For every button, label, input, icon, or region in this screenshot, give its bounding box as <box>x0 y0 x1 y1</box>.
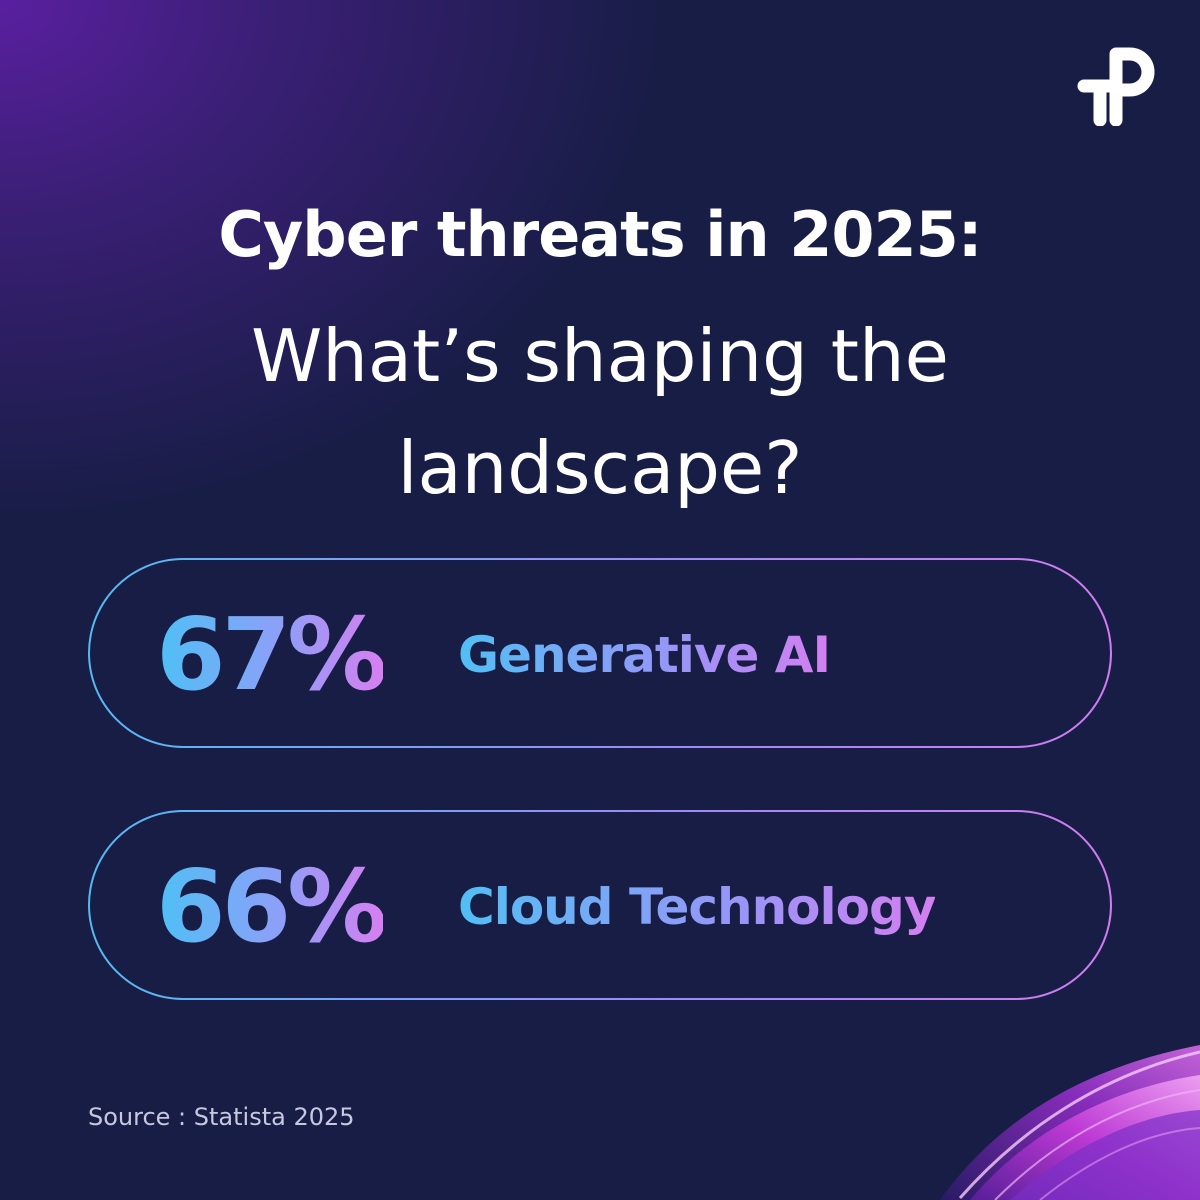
stat-value: 66% <box>156 844 387 970</box>
stat-value: 67% <box>156 592 387 718</box>
brand-logo <box>1076 40 1162 127</box>
purple-swirl-decoration <box>940 1045 1200 1200</box>
stat-card-generative-ai: 67% Generative AI <box>88 558 1112 748</box>
headline-subtitle: What’s shaping the landscape? <box>0 300 1200 524</box>
source-citation: Source : Statista 2025 <box>88 1103 355 1131</box>
stat-label: Cloud Technology <box>458 844 936 970</box>
headline-title: Cyber threats in 2025: <box>218 198 982 271</box>
headline-subtitle-line-1: What’s shaping the <box>251 314 949 398</box>
stat-label: Generative AI <box>458 592 831 718</box>
headline-subtitle-line-2: landscape? <box>397 426 803 510</box>
stat-card-cloud-technology: 66% Cloud Technology <box>88 810 1112 1000</box>
tp-logo-icon <box>1077 47 1155 127</box>
